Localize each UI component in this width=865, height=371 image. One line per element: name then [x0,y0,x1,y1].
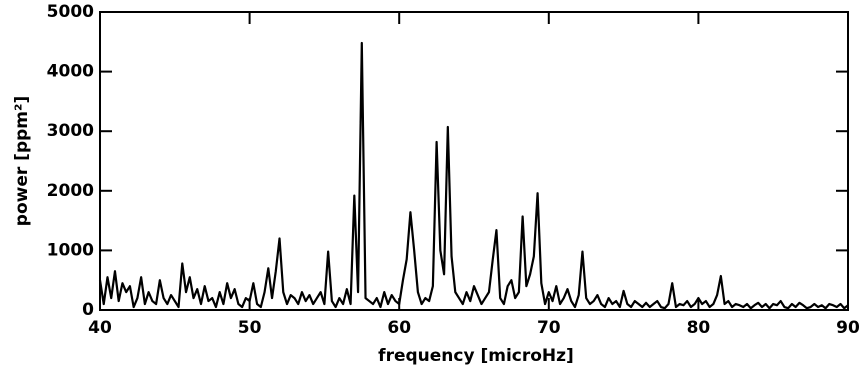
y-tick-label: 2000 [47,181,94,201]
power-line [98,41,849,310]
y-tick-label: 1000 [47,240,94,260]
y-tick-label: 5000 [47,2,94,22]
x-tick-label: 40 [88,318,112,338]
x-tick-label: 80 [687,318,711,338]
x-axis-label: frequency [microHz] [378,346,574,366]
y-tick-label: 0 [82,300,94,320]
x-tick-label: 60 [387,318,411,338]
y-tick-label: 4000 [47,62,94,82]
y-tick-label: 3000 [47,121,94,141]
x-tick-label: 70 [537,318,561,338]
x-tick-label: 90 [836,318,860,338]
plot-frame [99,11,849,311]
x-tick-label: 50 [238,318,262,338]
y-axis-label: power [ppm²] [12,96,32,226]
